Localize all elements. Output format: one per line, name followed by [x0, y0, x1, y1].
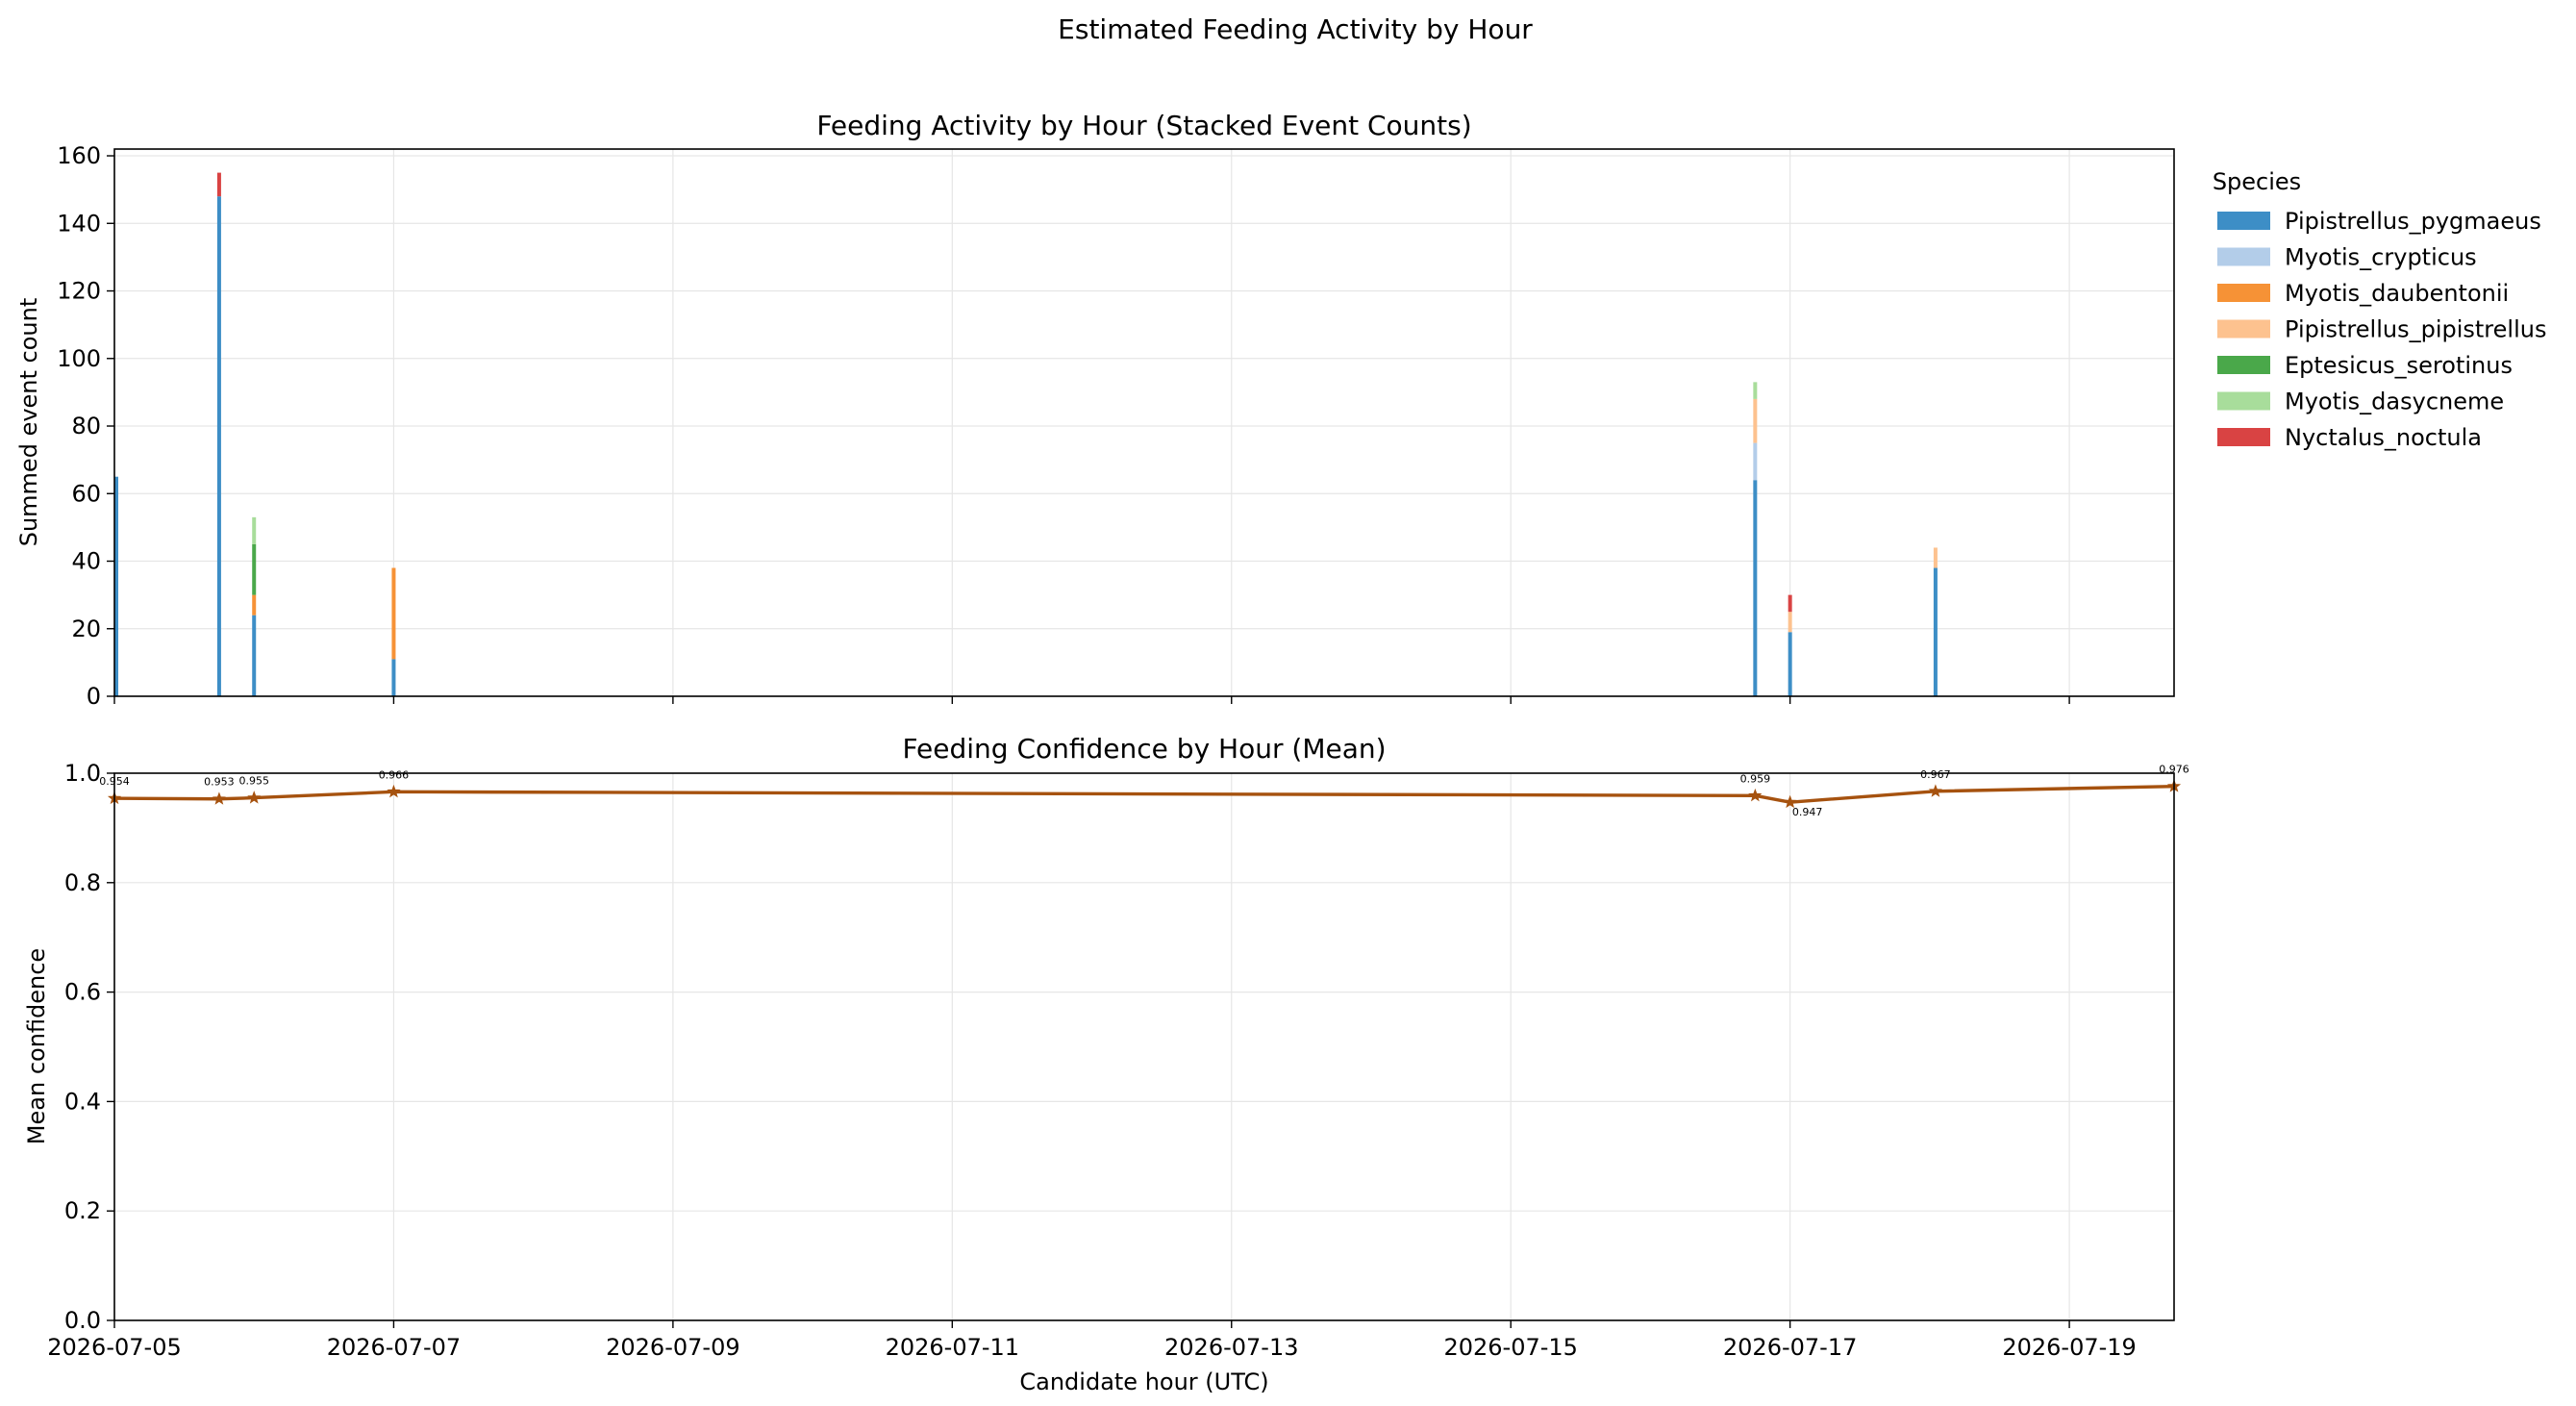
confidence-point-marker — [1783, 794, 1797, 809]
confidence-title: Feeding Confidence by Hour (Mean) — [902, 733, 1386, 765]
confidence-x-tick-label: 2026-07-07 — [327, 1334, 461, 1361]
activity-bar-segment — [1788, 594, 1792, 613]
activity-bar-segment — [252, 543, 257, 595]
confidence-data-label: 0.967 — [1920, 768, 1951, 781]
activity-y-tick-label: 160 — [57, 142, 101, 169]
confidence-y-tick-label: 0.4 — [64, 1088, 101, 1115]
confidence-y-tick-label: 0.0 — [64, 1307, 101, 1334]
activity-y-ticks: 0 20 40 60 80 100 120 140 160 — [57, 142, 114, 710]
activity-y-tick-label: 60 — [71, 480, 101, 507]
activity-y-tick-label: 0 — [87, 683, 101, 710]
confidence-point-marker — [387, 784, 401, 798]
activity-y-tick-label: 120 — [57, 278, 101, 305]
legend-entry-label: Eptesicus_serotinus — [2285, 352, 2513, 379]
confidence-x-tick-label: 2026-07-09 — [606, 1334, 739, 1361]
legend-swatch — [2217, 247, 2270, 266]
activity-gridlines — [113, 149, 2174, 697]
confidence-point-marker — [1928, 784, 1942, 797]
confidence-plot-frame — [113, 772, 2175, 1321]
confidence-point-marker — [1748, 788, 1763, 802]
activity-title: Feeding Activity by Hour (Stacked Event … — [816, 110, 1471, 141]
activity-y-tick-label: 20 — [71, 615, 101, 642]
legend-entry-label: Pipistrellus_pipistrellus — [2285, 316, 2546, 343]
confidence-x-tick-label: 2026-07-11 — [886, 1334, 1019, 1361]
confidence-y-tick-label: 0.2 — [64, 1197, 101, 1224]
confidence-x-tick-label: 2026-07-15 — [1443, 1334, 1577, 1361]
legend-entry-label: Nyctalus_noctula — [2285, 424, 2482, 451]
confidence-panel: Feeding Confidence by Hour (Mean) 0.954 0… — [23, 733, 2189, 1395]
confidence-x-tick-label: 2026-07-13 — [1164, 1334, 1298, 1361]
activity-bar-segment — [1753, 442, 1758, 481]
activity-bar-segment — [391, 659, 396, 696]
activity-bar-segment — [1753, 382, 1758, 399]
activity-bar-segment — [252, 516, 257, 544]
activity-panel: Feeding Activity by Hour (Stacked Event … — [15, 110, 2175, 710]
confidence-y-tick-label: 0.6 — [64, 979, 101, 1006]
confidence-y-ticks: 0.0 0.2 0.4 0.6 0.8 1.0 — [64, 760, 114, 1334]
confidence-x-ticks: 2026-07-05 2026-07-07 2026-07-09 2026-07-11… — [47, 1320, 2137, 1361]
confidence-x-tick-label: 2026-07-05 — [47, 1334, 181, 1361]
confidence-y-tick-label: 1.0 — [64, 760, 101, 787]
confidence-series-line — [113, 784, 2175, 804]
confidence-data-label: 0.953 — [204, 776, 235, 789]
activity-plot-frame — [113, 148, 2175, 697]
legend-swatch — [2217, 356, 2270, 374]
species-legend: Species Pipistrellus_pygmaeus Myotis_cryp… — [2213, 168, 2547, 451]
activity-y-tick-label: 140 — [57, 210, 101, 237]
activity-bars — [114, 172, 1938, 696]
confidence-gridlines — [113, 772, 2174, 1321]
activity-x-ticks — [113, 696, 2070, 704]
activity-bar-segment — [1753, 398, 1758, 443]
confidence-data-label: 0.947 — [1792, 806, 1823, 818]
activity-bar-segment — [252, 615, 257, 696]
x-axis-label: Candidate hour (UTC) — [1019, 1368, 1268, 1395]
confidence-x-tick-label: 2026-07-17 — [1723, 1334, 1857, 1361]
legend-entry-label: Pipistrellus_pygmaeus — [2285, 208, 2541, 235]
activity-bar-segment — [1933, 567, 1938, 696]
activity-y-axis-label: Summed event count — [15, 298, 42, 547]
legend-entry-label: Myotis_daubentonii — [2285, 280, 2509, 307]
legend-swatch — [2217, 428, 2270, 446]
activity-bar-segment — [216, 196, 221, 696]
confidence-data-label: 0.959 — [1740, 772, 1771, 785]
legend-entry-label: Myotis_dasycneme — [2285, 389, 2504, 415]
confidence-y-axis-label: Mean confidence — [23, 948, 50, 1144]
legend-swatch — [2217, 391, 2270, 411]
activity-bar-segment — [1788, 612, 1792, 633]
activity-y-tick-label: 100 — [57, 345, 101, 372]
legend-swatch — [2217, 212, 2270, 230]
activity-bar-segment — [216, 172, 221, 197]
activity-y-tick-label: 80 — [71, 413, 101, 439]
activity-bar-segment — [1788, 632, 1792, 696]
confidence-y-tick-label: 0.8 — [64, 869, 101, 896]
confidence-x-tick-label: 2026-07-19 — [2002, 1334, 2136, 1361]
confidence-point-marker — [212, 791, 226, 805]
legend-title: Species — [2213, 168, 2301, 195]
legend-swatch — [2217, 284, 2270, 302]
activity-bar-segment — [1753, 480, 1758, 696]
activity-bar-segment — [252, 594, 257, 615]
activity-bar-segment — [114, 476, 118, 696]
figure-suptitle: Estimated Feeding Activity by Hour — [1058, 13, 1533, 45]
legend-entry-label: Myotis_crypticus — [2285, 244, 2477, 271]
confidence-data-label: 0.966 — [379, 768, 410, 781]
activity-bar-segment — [391, 567, 396, 660]
confidence-point-marker — [247, 791, 262, 804]
activity-bar-segment — [1933, 547, 1938, 568]
legend-swatch — [2217, 319, 2270, 339]
activity-y-tick-label: 40 — [71, 548, 101, 575]
confidence-data-label: 0.955 — [238, 775, 269, 788]
